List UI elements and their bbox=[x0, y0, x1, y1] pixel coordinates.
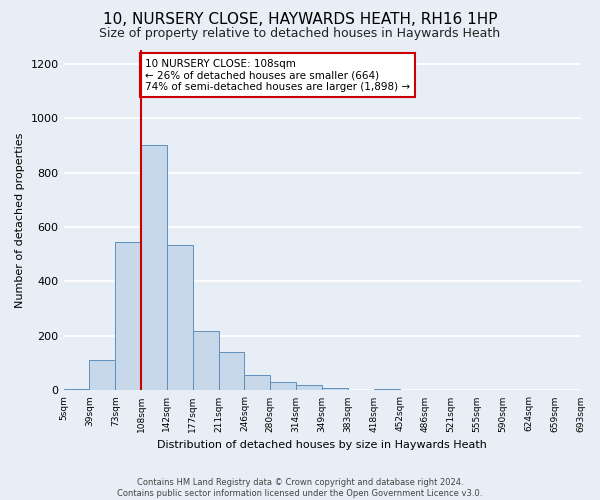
Bar bbox=[167, 244, 193, 390]
Text: Size of property relative to detached houses in Haywards Heath: Size of property relative to detached ho… bbox=[100, 28, 500, 40]
Bar bbox=[141, 146, 167, 390]
Text: 10, NURSERY CLOSE, HAYWARDS HEATH, RH16 1HP: 10, NURSERY CLOSE, HAYWARDS HEATH, RH16 … bbox=[103, 12, 497, 26]
Bar bbox=[296, 385, 322, 390]
Bar bbox=[271, 382, 296, 390]
Bar bbox=[115, 242, 141, 390]
Text: 10 NURSERY CLOSE: 108sqm
← 26% of detached houses are smaller (664)
74% of semi-: 10 NURSERY CLOSE: 108sqm ← 26% of detach… bbox=[145, 58, 410, 92]
Bar bbox=[374, 389, 400, 390]
Y-axis label: Number of detached properties: Number of detached properties bbox=[15, 132, 25, 308]
Bar bbox=[244, 376, 271, 390]
Bar bbox=[89, 360, 115, 390]
Bar bbox=[193, 330, 218, 390]
Bar bbox=[64, 389, 89, 390]
Bar bbox=[218, 352, 244, 391]
X-axis label: Distribution of detached houses by size in Haywards Heath: Distribution of detached houses by size … bbox=[157, 440, 487, 450]
Bar bbox=[322, 388, 348, 390]
Text: Contains HM Land Registry data © Crown copyright and database right 2024.
Contai: Contains HM Land Registry data © Crown c… bbox=[118, 478, 482, 498]
